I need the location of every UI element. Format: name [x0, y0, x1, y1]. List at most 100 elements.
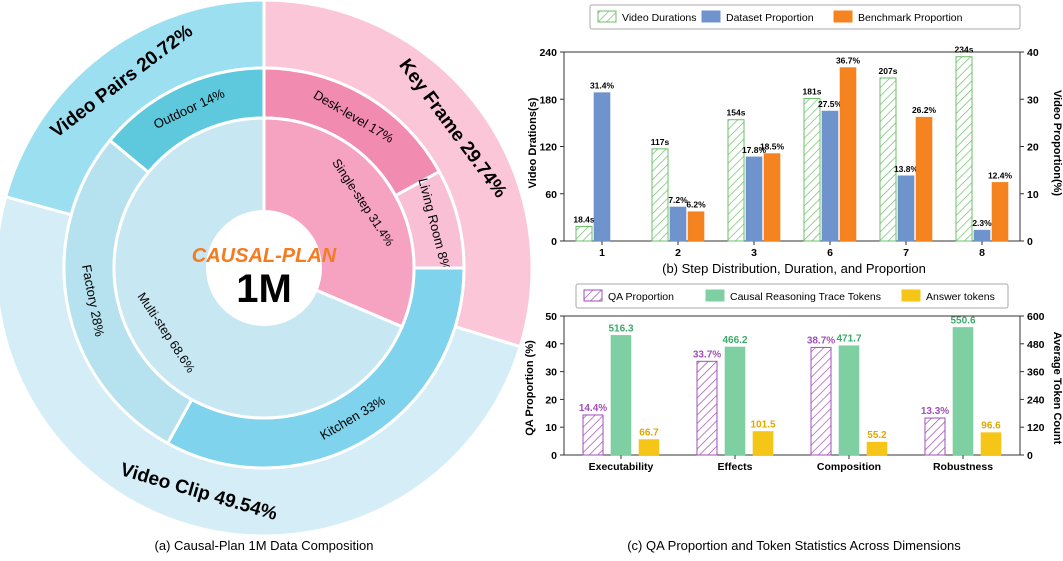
- data-label: 117s: [651, 137, 670, 147]
- bar: [879, 77, 897, 242]
- y-tick-label: 240: [539, 47, 557, 59]
- x-tick-label: 7: [903, 247, 909, 259]
- bar: [696, 360, 718, 456]
- y-tick-label: 20: [545, 394, 557, 406]
- legend: Video Durations Dataset Proportion Benchma…: [597, 10, 963, 24]
- y2-tick-label: 20: [1027, 142, 1039, 154]
- y2-axis-label: Average Token Count: [1051, 332, 1063, 445]
- y-tick-label: 50: [545, 311, 557, 323]
- bar: [915, 116, 933, 242]
- donut-caption: (a) Causal-Plan 1M Data Composition: [155, 538, 374, 553]
- data-label: 18.5%: [760, 142, 785, 152]
- x-tick-label: Composition: [817, 461, 881, 473]
- plot-frame: [563, 51, 1021, 242]
- bar: [980, 432, 1002, 456]
- qa-proportion-chart: QA Proportion Causal Reasoning Trace Toke…: [524, 283, 1063, 553]
- x-tick-label: Effects: [717, 461, 752, 473]
- bar: [610, 335, 632, 456]
- bar: [752, 431, 774, 456]
- step-distribution-chart: Video Durations Dataset Proportion Benchma…: [527, 4, 1063, 276]
- x-tick-label: Robustness: [933, 461, 993, 473]
- bar: [638, 439, 660, 456]
- data-label: 31.4%: [590, 81, 615, 91]
- x-tick-label: 3: [751, 247, 757, 259]
- y2-axis-label: Video Proportion(%): [1051, 90, 1063, 196]
- bar: [745, 156, 763, 242]
- y2-tick-label: 240: [1027, 394, 1045, 406]
- data-label: 154s: [727, 108, 746, 118]
- data-label: 234s: [955, 45, 974, 55]
- data-label: 207s: [879, 66, 898, 76]
- legend-box: [589, 4, 1021, 30]
- bar: [593, 92, 611, 242]
- data-label: 36.7%: [836, 56, 861, 66]
- legend-swatch: [833, 10, 853, 23]
- data-label: 516.3: [608, 323, 633, 334]
- y2-tick-label: 10: [1027, 189, 1039, 201]
- data-label: 96.6: [981, 421, 1001, 432]
- center-disc: [206, 210, 322, 326]
- data-label: 550.6: [950, 315, 975, 326]
- y2-tick-label: 0: [1027, 236, 1033, 248]
- y2-tick-label: 360: [1027, 367, 1045, 379]
- bar: [803, 97, 821, 242]
- x-tick-label: 1: [599, 247, 605, 259]
- y-tick-label: 180: [539, 94, 557, 106]
- bar: [973, 229, 991, 242]
- data-label: 471.7: [836, 334, 861, 345]
- data-label: 14.4%: [579, 403, 607, 414]
- bar: [866, 441, 888, 456]
- y2-tick-label: 30: [1027, 94, 1039, 106]
- y-tick-label: 40: [545, 339, 557, 351]
- chart-caption: (b) Step Distribution, Duration, and Pro…: [662, 261, 926, 276]
- bar: [839, 67, 857, 242]
- data-label: 13.8%: [894, 164, 919, 174]
- y-axis-label: Video Drations(s): [527, 97, 539, 188]
- y-tick-label: 120: [539, 142, 557, 154]
- composition-donut-chart: Video Pairs 20.72% Key Frame 29.74%Video …: [0, 0, 534, 538]
- data-label: 33.7%: [693, 349, 721, 360]
- chart-caption: (c) QA Proportion and Token Statistics A…: [627, 538, 961, 553]
- bar: [810, 346, 832, 456]
- bar: [924, 417, 946, 456]
- y2-tick-label: 40: [1027, 47, 1039, 59]
- legend-swatch: [583, 289, 603, 302]
- y-tick-label: 0: [551, 236, 557, 248]
- data-label: 27.5%: [818, 99, 843, 109]
- y-tick-label: 60: [545, 189, 557, 201]
- bar: [582, 414, 604, 456]
- bar: [727, 119, 745, 242]
- x-tick-label: 8: [979, 247, 985, 259]
- y2-tick-label: 600: [1027, 311, 1045, 323]
- y-tick-label: 10: [545, 422, 557, 434]
- data-label: 7.2%: [668, 195, 688, 205]
- y-tick-label: 0: [551, 450, 557, 462]
- data-label: 12.4%: [988, 170, 1013, 180]
- bar: [687, 211, 705, 242]
- bar: [991, 182, 1009, 242]
- legend-label: QA Proportion: [608, 291, 674, 303]
- legend-label: Benchmark Proportion: [858, 12, 963, 24]
- legend-swatch: [705, 289, 725, 302]
- center-value: 1M: [236, 267, 292, 311]
- plot-frame: [563, 315, 1021, 456]
- y2-tick-label: 0: [1027, 450, 1033, 462]
- legend-label: Causal Reasoning Trace Tokens: [730, 291, 881, 303]
- legend-box: [575, 283, 1009, 309]
- legend-swatch: [701, 10, 721, 23]
- bar: [838, 345, 860, 456]
- legend-label: Dataset Proportion: [726, 12, 814, 24]
- bar: [955, 56, 973, 242]
- data-label: 55.2: [867, 430, 887, 441]
- bar: [575, 226, 593, 242]
- bar: [651, 148, 669, 242]
- data-label: 17.8%: [742, 145, 767, 155]
- data-label: 26.2%: [912, 105, 937, 115]
- data-label: 181s: [803, 86, 822, 96]
- legend-swatch: [597, 10, 617, 23]
- y-axis-label: QA Proportion (%): [524, 340, 536, 436]
- bar: [763, 153, 781, 242]
- x-tick-label: Executability: [589, 461, 654, 473]
- bar: [724, 346, 746, 456]
